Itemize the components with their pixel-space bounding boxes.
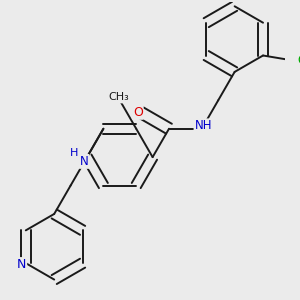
Text: Cl: Cl bbox=[298, 54, 300, 67]
Text: N: N bbox=[17, 258, 26, 271]
Text: N: N bbox=[80, 155, 88, 168]
Text: O: O bbox=[133, 106, 143, 119]
Text: H: H bbox=[70, 148, 78, 158]
Text: CH₃: CH₃ bbox=[108, 92, 129, 103]
Text: NH: NH bbox=[194, 119, 212, 132]
